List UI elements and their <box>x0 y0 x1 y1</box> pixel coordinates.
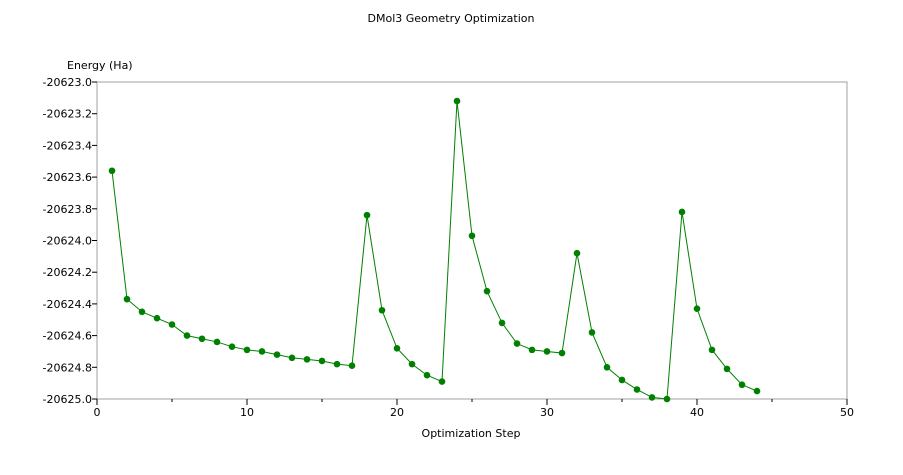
y-axis-label: Energy (Ha) <box>67 59 133 72</box>
x-tick-label: 30 <box>540 406 554 419</box>
axis-ticks: -20623.0 -20623.2 -20623.4 -20623.6 -20623.8… <box>43 76 854 419</box>
data-point <box>753 387 761 395</box>
y-tick-label: -20623.4 <box>43 139 92 152</box>
data-point <box>513 340 521 347</box>
data-point <box>333 360 341 368</box>
data-point <box>258 348 266 355</box>
data-point <box>348 362 356 370</box>
y-tick-label: -20623.6 <box>43 171 92 184</box>
y-tick-label: -20624.0 <box>43 235 92 248</box>
data-point <box>108 167 116 175</box>
data-point <box>363 211 371 219</box>
data-point <box>243 346 251 354</box>
data-point <box>723 365 731 373</box>
data-point <box>168 321 176 328</box>
data-point <box>378 306 386 314</box>
data-point <box>633 386 641 393</box>
y-tick-label: -20624.2 <box>43 266 92 279</box>
data-point <box>648 394 656 401</box>
data-point <box>543 348 551 355</box>
y-tick-label: -20623.8 <box>43 203 92 216</box>
data-point <box>663 395 671 403</box>
y-tick-label: -20624.8 <box>43 361 92 374</box>
y-tick-label: -20623.2 <box>43 108 92 121</box>
y-tick-label: -20624.6 <box>43 330 92 343</box>
data-point <box>288 354 296 362</box>
data-point <box>498 319 506 327</box>
data-point <box>588 329 596 336</box>
x-tick-label: 40 <box>690 406 704 419</box>
chart-title: DMol3 Geometry Optimization <box>368 12 535 25</box>
data-point <box>198 335 206 343</box>
data-point <box>123 295 131 303</box>
data-point <box>618 376 626 384</box>
data-point <box>603 364 611 371</box>
x-tick-label: 10 <box>240 406 254 419</box>
x-tick-label: 50 <box>840 406 854 419</box>
y-tick-label: -20623.0 <box>43 76 92 89</box>
plot-frame <box>96 81 848 400</box>
x-axis-label: Optimization Step <box>422 427 521 440</box>
data-point <box>228 343 236 350</box>
data-point <box>453 97 461 105</box>
data-point <box>138 308 146 316</box>
data-point <box>573 249 581 257</box>
data-point <box>318 357 326 365</box>
data-point <box>303 356 311 363</box>
data-point <box>393 344 401 352</box>
x-tick-label: 20 <box>390 406 404 419</box>
data-point <box>693 305 701 312</box>
data-point <box>183 332 191 339</box>
data-point <box>408 360 416 368</box>
data-point <box>558 349 566 357</box>
x-tick-label: 0 <box>94 406 101 419</box>
data-point <box>528 346 536 354</box>
data-point <box>153 314 161 322</box>
y-tick-label: -20624.4 <box>43 298 92 311</box>
data-point <box>708 346 716 354</box>
data-point <box>213 338 221 346</box>
data-point <box>738 381 746 389</box>
y-tick-label: -20625.0 <box>43 393 92 406</box>
data-point <box>468 232 476 240</box>
data-point <box>678 208 686 216</box>
series-layer <box>108 97 761 403</box>
data-point <box>483 287 491 295</box>
data-point <box>438 378 446 385</box>
data-point <box>273 351 281 358</box>
data-point <box>423 371 431 379</box>
